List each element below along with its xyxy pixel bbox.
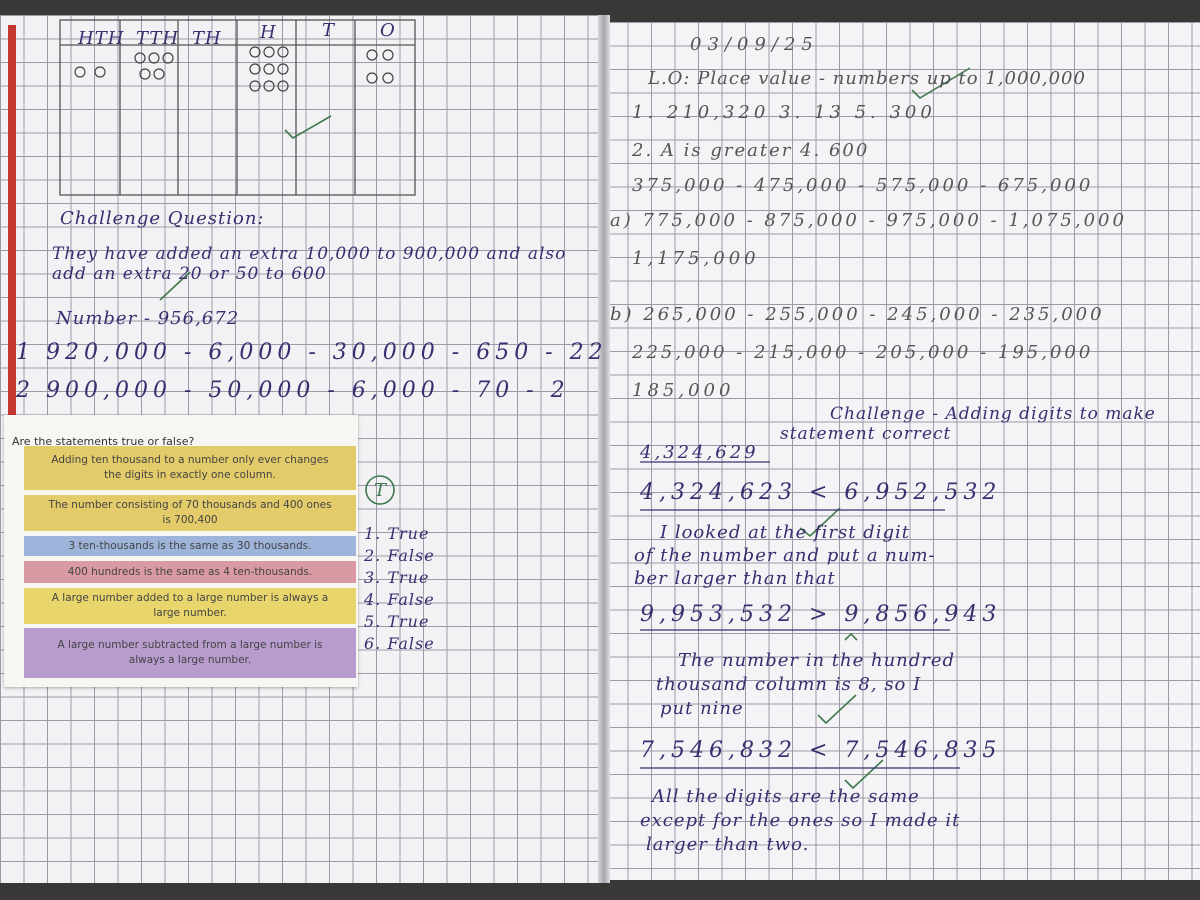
- challenge-line: except for the ones so I made it: [640, 810, 961, 831]
- statement: A large number subtracted from a large n…: [24, 628, 356, 678]
- challenge-title: Challenge - Adding digits to make: [830, 404, 1156, 424]
- answer-line: a) 775,000 - 875,000 - 975,000 - 1,075,0…: [610, 210, 1127, 231]
- answer: 4. False: [364, 590, 435, 609]
- challenge-line: 4,324,629: [640, 442, 759, 463]
- answer-number: 1: [16, 340, 35, 365]
- right-page: [604, 22, 1200, 880]
- statement: The number consisting of 70 thousands an…: [24, 495, 356, 531]
- worksheet-title: Are the statements true or false?: [12, 435, 195, 448]
- answer: 5. True: [364, 612, 430, 631]
- notebook-edge: [8, 25, 16, 445]
- challenge-line: thousand column is 8, so I: [656, 674, 922, 695]
- challenge-title: statement correct: [780, 424, 952, 444]
- worksheet: Are the statements true or false? Adding…: [4, 415, 358, 687]
- challenge-line: of the number and put a num-: [634, 545, 936, 566]
- statement: Adding ten thousand to a number only eve…: [24, 446, 356, 490]
- challenge-title: Challenge Question:: [60, 208, 265, 229]
- answer: 6. False: [364, 634, 435, 653]
- spine: [598, 15, 610, 883]
- challenge-line: add an extra 20 or 50 to 600: [52, 264, 327, 284]
- underlines: [640, 461, 960, 769]
- table-header: HTH: [78, 28, 125, 49]
- answer-number: 2: [16, 378, 35, 403]
- challenge-line: put nine: [660, 698, 744, 719]
- answer-text: 900,000 - 50,000 - 6,000 - 70 - 2: [46, 378, 570, 403]
- table-header: T: [322, 20, 336, 41]
- counters: [74, 46, 394, 92]
- statement: 3 ten-thousands is the same as 30 thousa…: [24, 536, 356, 556]
- table-header: TTH: [136, 28, 180, 49]
- challenge-line: 7,546,832 < 7,546,835: [640, 738, 1002, 763]
- challenge-line: larger than two.: [646, 834, 810, 855]
- objective: L.O: Place value - numbers up to 1,000,0…: [648, 68, 1086, 89]
- ticks: [159, 67, 971, 790]
- statement: 400 hundreds is the same as 4 ten-thousa…: [24, 561, 356, 583]
- challenge-line: 4,324,623 < 6,952,532: [640, 480, 1002, 505]
- answer: 3. True: [364, 568, 430, 587]
- answer-line: 1,175,000: [632, 248, 760, 269]
- answer-line: 225,000 - 215,000 - 205,000 - 195,000: [632, 342, 1094, 363]
- answer: 1. True: [364, 524, 430, 543]
- answer-line: 2. A is greater 4. 600: [632, 140, 870, 161]
- date: 03/09/25: [690, 34, 819, 55]
- challenge-line: I looked at the first digit: [660, 522, 910, 543]
- answer-line: b) 265,000 - 255,000 - 245,000 - 235,000: [610, 304, 1105, 325]
- statement: A large number added to a large number i…: [24, 588, 356, 624]
- table-header: H: [260, 22, 277, 43]
- answer-text: 920,000 - 6,000 - 30,000 - 650 - 22: [46, 340, 608, 365]
- challenge-line: 9,953,532 > 9,856,943: [640, 602, 1002, 627]
- answer-line: 185,000: [632, 380, 735, 401]
- challenge-line: ber larger than that: [634, 568, 836, 589]
- mark: T: [374, 480, 388, 501]
- challenge-line: They have added an extra 10,000 to 900,0…: [52, 244, 567, 264]
- challenge-line: All the digits are the same: [652, 786, 920, 807]
- answer-line: 375,000 - 475,000 - 575,000 - 675,000: [632, 175, 1094, 196]
- challenge-line: The number in the hundred: [678, 650, 956, 671]
- table-header: O: [380, 20, 396, 41]
- answer-line: 1. 210,320 3. 13 5. 300: [632, 102, 936, 123]
- challenge-number: Number - 956,672: [56, 308, 240, 329]
- table-header: TH: [192, 28, 222, 49]
- answer: 2. False: [364, 546, 435, 565]
